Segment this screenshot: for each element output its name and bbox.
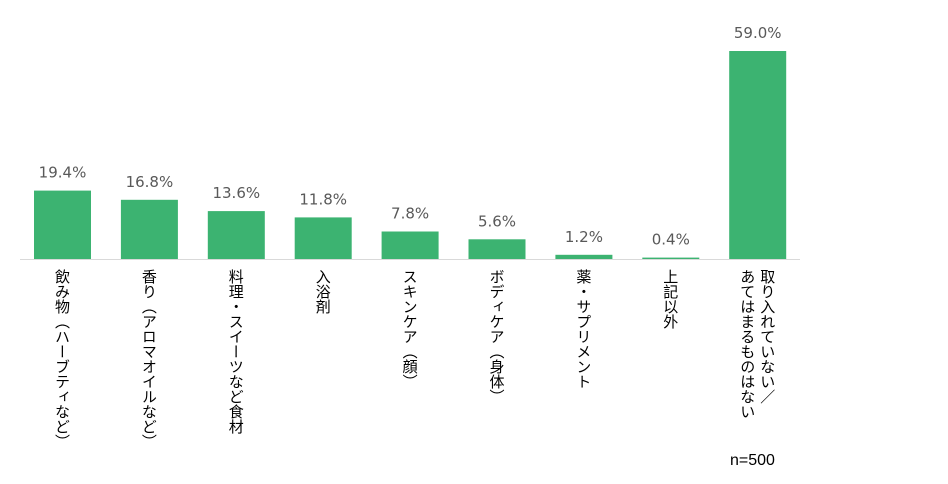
data-label-4: 7.8% bbox=[391, 205, 429, 223]
category-label-3: 入浴剤 bbox=[313, 269, 332, 314]
category-label-0: 飲み物（ハーブティなど） bbox=[53, 269, 71, 449]
data-label-1: 16.8% bbox=[126, 173, 174, 191]
bar-7 bbox=[642, 257, 700, 259]
bar-4 bbox=[381, 231, 439, 259]
bars bbox=[34, 51, 787, 259]
bar-0 bbox=[34, 190, 91, 259]
data-label-7: 0.4% bbox=[652, 231, 690, 249]
bar-8 bbox=[729, 51, 787, 259]
category-label-8: 取り入れていない／ あてはまるものはない bbox=[738, 269, 777, 419]
data-label-6: 1.2% bbox=[565, 228, 603, 246]
data-label-2: 13.6% bbox=[212, 184, 260, 202]
data-label-5: 5.6% bbox=[478, 212, 516, 230]
data-label-0: 19.4% bbox=[39, 164, 87, 182]
bar-3 bbox=[294, 217, 352, 259]
category-label-2: 料理・スイーツなど食材 bbox=[226, 269, 245, 434]
data-label-3: 11.8% bbox=[299, 190, 347, 208]
bar-5 bbox=[468, 239, 526, 259]
bar-2 bbox=[207, 211, 265, 259]
sample-size-note: n=500 bbox=[730, 452, 775, 469]
data-label-8: 59.0% bbox=[734, 24, 782, 42]
bar-1 bbox=[120, 199, 178, 259]
category-label-4: スキンケア（顔） bbox=[400, 269, 419, 389]
category-label-1: 香り（アロマオイルなど） bbox=[139, 269, 158, 449]
category-label-5: ボディケア（身体） bbox=[487, 269, 506, 404]
bar-6 bbox=[555, 254, 613, 259]
category-label-7: 上記以外 bbox=[661, 269, 680, 329]
data-labels: 19.4% 16.8% 13.6% 11.8% 7.8% 5.6% 1.2% 0.4% 59.0… bbox=[39, 24, 782, 249]
category-label-6: 薬・サプリメント bbox=[574, 269, 593, 389]
